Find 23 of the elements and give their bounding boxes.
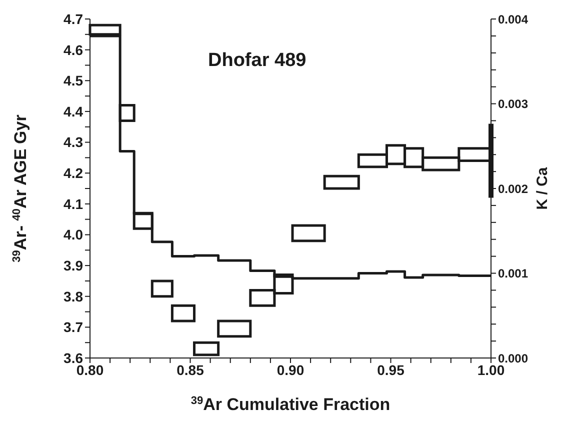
y2-tick-label: 0.001 — [498, 266, 528, 281]
y-tick-label: 4.4 — [64, 103, 84, 120]
y2-tick-label: 0.004 — [498, 12, 528, 26]
y-tick-label: 4.0 — [64, 226, 84, 243]
y-tick-label: 3.8 — [64, 288, 84, 304]
x-tick-label: 0.85 — [176, 362, 204, 378]
y-tick-label: 4.7 — [64, 10, 84, 27]
y2-axis-title: K / Ca — [534, 166, 551, 210]
y-tick-label: 3.6 — [64, 350, 84, 366]
x-axis-title: $^{39}$Ar Cumulative Fraction — [190, 395, 390, 414]
y2-tick-label: 0.003 — [498, 97, 528, 112]
y-tick-label: 4.3 — [64, 134, 84, 150]
y-tick-label: 4.6 — [64, 42, 84, 58]
annotation: Dhofar 489 — [208, 50, 306, 72]
x-tick-label: 0.90 — [276, 362, 304, 378]
bar — [170, 304, 196, 322]
y2-tick-label: 0.002 — [498, 182, 528, 196]
y-tick-label: 3.7 — [64, 319, 84, 336]
x-tick-label: 0.95 — [377, 362, 405, 378]
y-tick-label: 4.2 — [64, 165, 84, 182]
y-tick-label: 4.5 — [64, 72, 84, 89]
y-tick-label: 4.1 — [64, 196, 84, 212]
y-tick-label: 3.9 — [64, 258, 84, 274]
